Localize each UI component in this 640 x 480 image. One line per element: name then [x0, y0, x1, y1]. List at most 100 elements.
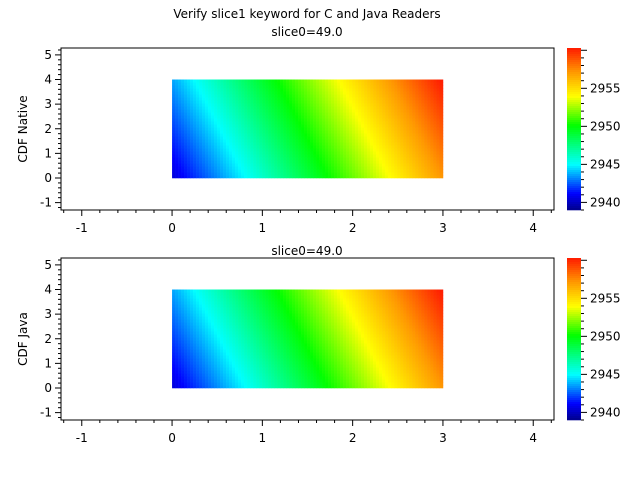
heatmap-cell	[436, 133, 440, 137]
heatmap-cell	[196, 166, 200, 170]
heatmap-cell	[310, 325, 314, 329]
heatmap-cell	[214, 307, 218, 311]
heatmap-cell	[271, 301, 275, 305]
heatmap-cell	[232, 310, 236, 314]
heatmap-cell	[430, 79, 434, 83]
heatmap-cell	[217, 154, 221, 158]
heatmap-cell	[229, 94, 233, 98]
heatmap-cell	[406, 88, 410, 92]
heatmap-cell	[388, 319, 392, 323]
heatmap-cell	[319, 130, 323, 134]
heatmap-cell	[352, 136, 356, 140]
heatmap-cell	[304, 307, 308, 311]
heatmap-cell	[193, 145, 197, 149]
heatmap-cell	[256, 97, 260, 101]
heatmap-cell	[223, 100, 227, 104]
heatmap-cell	[313, 346, 317, 350]
heatmap-cell	[247, 289, 251, 293]
heatmap-cell	[391, 145, 395, 149]
heatmap-cell	[397, 175, 401, 179]
heatmap-cell	[292, 310, 296, 314]
heatmap-cell	[400, 157, 404, 161]
heatmap-cell	[412, 160, 416, 164]
heatmap-cell	[415, 133, 419, 137]
heatmap-cell	[430, 289, 434, 293]
heatmap-cell	[376, 109, 380, 113]
heatmap-cell	[397, 94, 401, 98]
heatmap-cell	[442, 298, 444, 302]
heatmap-cell	[436, 298, 440, 302]
heatmap-cell	[430, 88, 434, 92]
heatmap-cell	[301, 328, 305, 332]
heatmap-cell	[418, 85, 422, 89]
heatmap-cell	[334, 142, 338, 146]
heatmap-cell	[328, 298, 332, 302]
heatmap-cell	[283, 334, 287, 338]
heatmap-cell	[364, 172, 368, 176]
heatmap-cell	[352, 340, 356, 344]
heatmap-cell	[184, 103, 188, 107]
heatmap-cell	[403, 343, 407, 347]
heatmap-cell	[319, 94, 323, 98]
heatmap-cell	[325, 313, 329, 317]
heatmap-cell	[223, 160, 227, 164]
heatmap-cell	[307, 85, 311, 89]
heatmap-cell	[319, 85, 323, 89]
heatmap-cell	[364, 142, 368, 146]
heatmap-cell	[424, 109, 428, 113]
heatmap-cell	[442, 148, 444, 152]
heatmap-cell	[298, 106, 302, 110]
heatmap-cell	[427, 85, 431, 89]
colorbar-segment	[567, 194, 581, 197]
heatmap-cell	[250, 82, 254, 86]
heatmap-cell	[208, 307, 212, 311]
heatmap-cell	[379, 127, 383, 131]
heatmap-cell	[424, 106, 428, 110]
heatmap-cell	[310, 142, 314, 146]
heatmap-cell	[424, 127, 428, 131]
heatmap-cell	[421, 148, 425, 152]
heatmap-cell	[172, 298, 176, 302]
heatmap-cell	[439, 97, 443, 101]
heatmap-cell	[343, 106, 347, 110]
heatmap-cell	[343, 337, 347, 341]
heatmap-cell	[340, 337, 344, 341]
colorbar-segment	[567, 146, 581, 149]
heatmap-cell	[349, 310, 353, 314]
heatmap-cell	[319, 118, 323, 122]
panel-2-ylabel: CDF Java	[16, 312, 30, 366]
heatmap-cell	[406, 109, 410, 113]
heatmap-cell	[409, 334, 413, 338]
heatmap-cell	[253, 124, 257, 128]
heatmap-cell	[325, 121, 329, 125]
heatmap-cell	[172, 310, 176, 314]
heatmap-cell	[205, 334, 209, 338]
heatmap-cell	[343, 313, 347, 317]
heatmap-cell	[433, 175, 437, 179]
heatmap-cell	[244, 163, 248, 167]
heatmap-cell	[391, 148, 395, 152]
heatmap-cell	[322, 307, 326, 311]
heatmap-cell	[370, 106, 374, 110]
heatmap-cell	[415, 115, 419, 119]
heatmap-cell	[250, 316, 254, 320]
heatmap-cell	[220, 82, 224, 86]
colorbar-segment	[567, 110, 581, 113]
heatmap-cell	[400, 130, 404, 134]
heatmap-cell	[226, 337, 230, 341]
heatmap-cell	[436, 106, 440, 110]
heatmap-cell	[208, 97, 212, 101]
heatmap-cell	[307, 292, 311, 296]
heatmap-cell	[217, 316, 221, 320]
heatmap-cell	[343, 115, 347, 119]
colorbar-segment	[567, 176, 581, 179]
heatmap-cell	[331, 79, 335, 83]
heatmap-cell	[190, 319, 194, 323]
heatmap-cell	[313, 328, 317, 332]
heatmap-cell	[217, 334, 221, 338]
heatmap-cell	[193, 79, 197, 83]
heatmap-cell	[382, 319, 386, 323]
heatmap-cell	[328, 337, 332, 341]
heatmap-cell	[388, 106, 392, 110]
heatmap-cell	[439, 154, 443, 158]
